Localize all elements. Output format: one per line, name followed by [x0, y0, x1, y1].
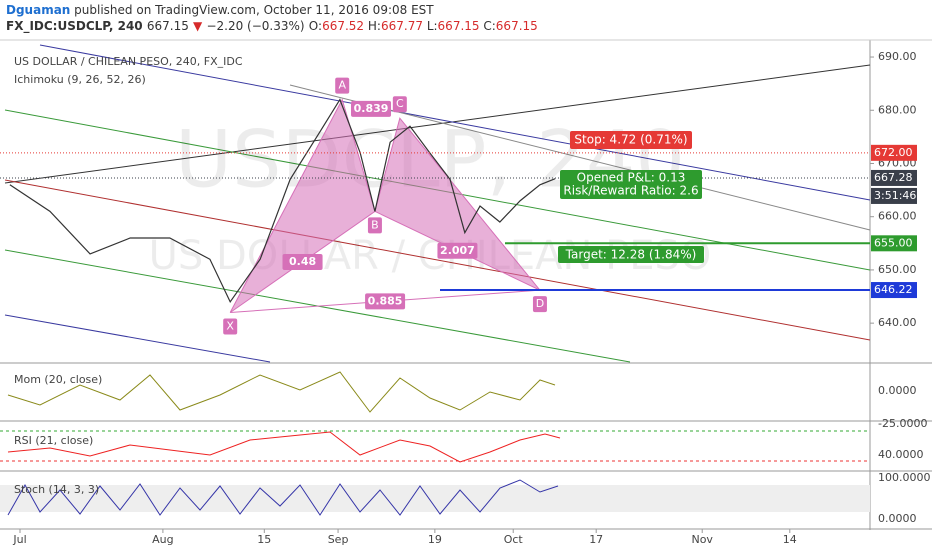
ratio-bg: [365, 293, 406, 310]
point-label: B: [371, 218, 379, 231]
point-bg: [532, 296, 547, 313]
y-tick-label: 660.00: [878, 210, 917, 223]
published: published on TradingView.com, October 11…: [74, 3, 434, 17]
indicator-label: RSI (21, close): [14, 434, 93, 447]
x-tick-label: 17: [589, 533, 603, 546]
ohlc-key: O:: [308, 19, 323, 33]
y-tick-label: 640.00: [878, 316, 917, 329]
point-label: D: [536, 297, 544, 310]
chart-title: US DOLLAR / CHILEAN PESO, 240, FX_IDC: [14, 55, 243, 68]
ratio-bg: [282, 253, 323, 270]
box: [560, 170, 702, 199]
author[interactable]: Dguaman: [6, 3, 71, 17]
pnl-label: Opened P&L: 0.13: [577, 171, 686, 185]
level-label: 655.00: [874, 236, 913, 249]
stoch-band: [0, 485, 870, 512]
rsi-line: [7, 431, 561, 463]
x-tick-label: Jul: [12, 533, 26, 546]
y-tick-label: 650.00: [878, 263, 917, 276]
countdown: 3:51:46: [874, 189, 916, 202]
channel: [4, 314, 271, 363]
box: [558, 246, 704, 263]
target-label: Target: 12.28 (1.84%): [565, 248, 697, 262]
countdown-bg: [871, 187, 917, 204]
ohlc-key: L:: [426, 19, 438, 33]
indicator-tick: -25.0000: [878, 417, 927, 430]
channel: [39, 44, 871, 201]
point-label: X: [226, 320, 234, 333]
ratio-label: 0.885: [368, 294, 403, 307]
box: [570, 131, 692, 149]
rr-label: Risk/Reward Ratio: 2.6: [563, 184, 698, 198]
mom-line: [7, 371, 556, 413]
channel: [4, 179, 871, 341]
level-tag: [871, 282, 917, 299]
subtitle: Ichimoku (9, 26, 52, 26): [14, 73, 146, 86]
level-label: 672.00: [874, 146, 913, 159]
ratio-label: 0.48: [289, 255, 316, 268]
level-tag: [871, 169, 917, 186]
indicator-tick: 100.0000: [878, 471, 931, 484]
indicator-tick: 0.0000: [878, 384, 917, 397]
stop-label: Stop: 4.72 (0.71%): [574, 133, 687, 147]
level-label: 667.28: [874, 171, 913, 184]
x-tick-label: 14: [783, 533, 797, 546]
x-tick-label: Aug: [152, 533, 173, 546]
ohlc-value: 667.77: [380, 19, 423, 33]
indicator-label: Mom (20, close): [14, 373, 102, 386]
ohlc-key: C:: [483, 19, 496, 33]
x-tick-label: Sep: [328, 533, 349, 546]
ratio-label: 0.839: [354, 102, 389, 115]
point-bg: [367, 217, 382, 234]
indicator-tick: 0.0000: [878, 512, 917, 525]
ratio-bg: [351, 100, 392, 117]
x-tick-label: 19: [428, 533, 442, 546]
ohlc: O:667.52 H:667.77 L:667.15 C:667.15: [309, 19, 538, 33]
ratio-bg: [437, 242, 478, 259]
last: 667.15: [146, 19, 189, 33]
point-bg: [223, 318, 238, 335]
down-arrow: ▼: [193, 19, 203, 33]
point-bg: [392, 96, 407, 113]
header: Dguaman published on TradingView.com, Oc…: [6, 2, 538, 34]
change: −2.20 (−0.33%): [206, 19, 305, 33]
stoch-line: [7, 479, 559, 516]
trendline: [4, 64, 871, 184]
y-tick-label: 680.00: [878, 103, 917, 116]
indicator-tick: 40.0000: [878, 448, 924, 461]
ohlc-value: 667.15: [437, 19, 480, 33]
x-tick-label: Nov: [691, 533, 713, 546]
level-tag: [871, 144, 917, 161]
ohlc-value: 667.15: [495, 19, 538, 33]
x-tick-label: 15: [257, 533, 271, 546]
x-tick-label: Oct: [504, 533, 524, 546]
level-label: 646.22: [874, 283, 913, 296]
point-bg: [335, 77, 350, 94]
ohlc-value: 667.52: [322, 19, 365, 33]
point-label: C: [396, 97, 404, 110]
y-tick-label: 690.00: [878, 50, 917, 63]
ratio-label: 2.007: [440, 244, 475, 257]
ohlc-key: H:: [367, 19, 381, 33]
point-label: A: [338, 79, 346, 92]
level-tag: [871, 235, 917, 252]
symbol: FX_IDC:USDCLP, 240: [6, 19, 143, 33]
indicator-label: Stoch (14, 3, 3): [14, 483, 99, 496]
